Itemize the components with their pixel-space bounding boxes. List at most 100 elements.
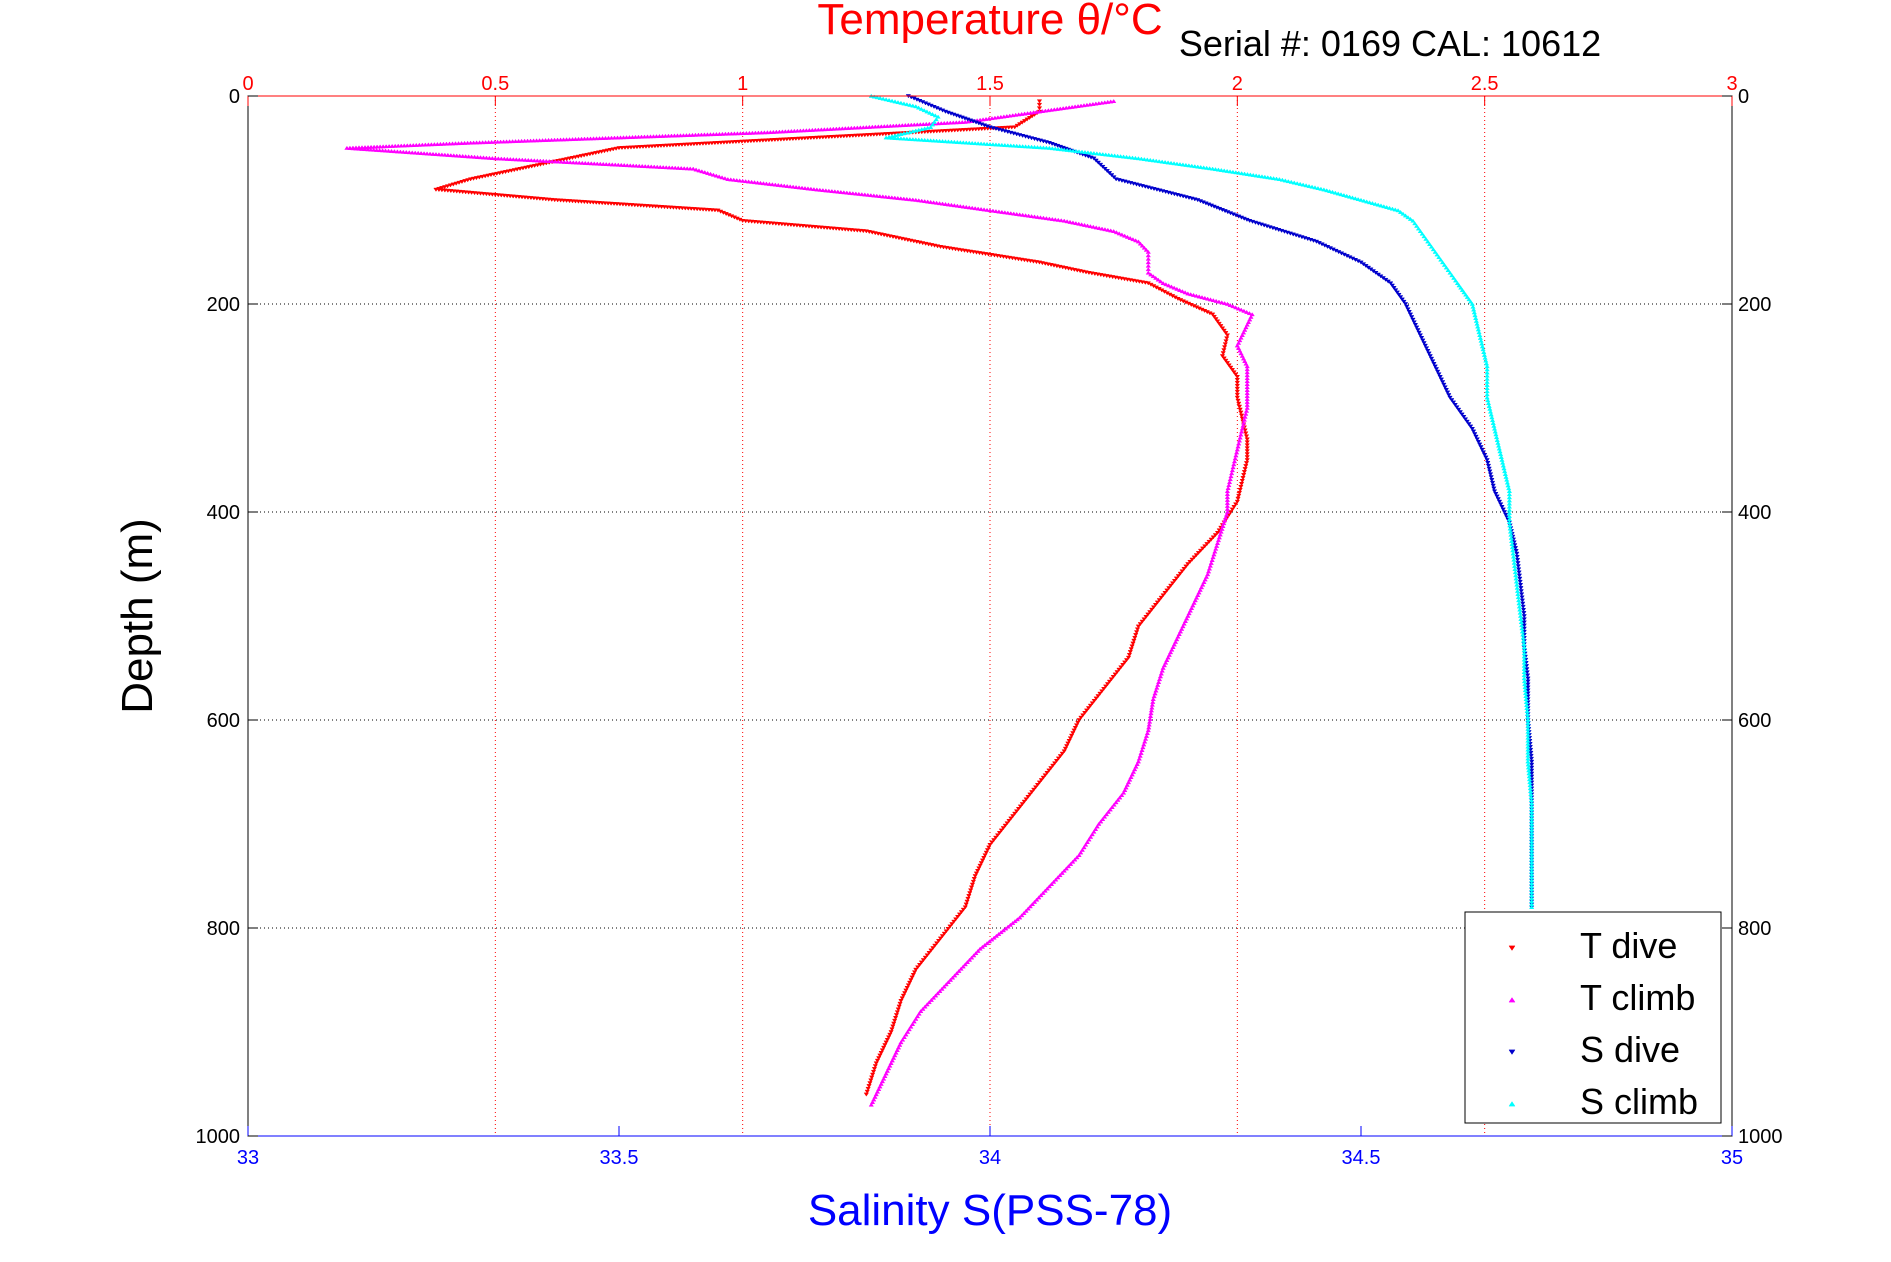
data-point (963, 204, 969, 209)
data-point (1235, 306, 1242, 311)
data-point (672, 165, 678, 170)
data-point (1154, 600, 1161, 605)
data-point (1462, 417, 1469, 422)
data-point (773, 129, 780, 134)
data-point (370, 147, 377, 152)
data-point (933, 138, 940, 143)
data-point (1181, 567, 1187, 572)
data-point (950, 120, 956, 125)
data-point (956, 120, 962, 125)
data-point (1223, 331, 1229, 336)
data-point (1081, 103, 1087, 108)
data-point (1239, 426, 1245, 431)
data-point (1168, 160, 1174, 165)
data-point (853, 191, 859, 196)
data-point (1446, 393, 1452, 398)
data-point (917, 122, 923, 127)
data-point (722, 131, 729, 136)
data-point (635, 134, 642, 139)
data-point (415, 150, 421, 155)
data-point (365, 147, 371, 152)
data-point (1234, 389, 1241, 394)
data-point (1052, 217, 1058, 222)
data-point (927, 138, 934, 143)
data-point (448, 153, 454, 158)
data-point (1520, 607, 1527, 612)
data-point (998, 930, 1004, 935)
data-point (990, 208, 996, 213)
data-point (930, 138, 937, 143)
data-point (984, 848, 991, 853)
data-point (1089, 701, 1096, 706)
data-point (1364, 199, 1370, 204)
data-point (1191, 555, 1197, 560)
data-point (1105, 99, 1111, 104)
data-point (860, 125, 867, 130)
data-point (1081, 845, 1087, 850)
data-point (1107, 807, 1113, 812)
data-point (1070, 731, 1076, 736)
data-point (923, 121, 929, 126)
data-point (657, 164, 663, 169)
data-point (968, 955, 975, 960)
data-point (1265, 175, 1271, 180)
data-point (1449, 398, 1455, 403)
data-point (1143, 615, 1149, 620)
data-point (516, 157, 522, 162)
data-point (898, 131, 904, 136)
data-point (1054, 106, 1060, 111)
data-point (1036, 780, 1043, 785)
data-point (904, 130, 910, 135)
data-point (1241, 417, 1248, 422)
data-point (1234, 375, 1241, 380)
data-point (1156, 159, 1162, 164)
data-point (947, 924, 953, 929)
data-point (1176, 287, 1183, 292)
data-point (1358, 197, 1364, 202)
data-point (461, 140, 468, 145)
series-t-dive (433, 99, 1250, 1097)
data-point (452, 141, 459, 146)
data-point (948, 139, 955, 144)
data-point (1495, 497, 1501, 502)
data-point (1484, 395, 1490, 400)
data-point (941, 984, 947, 989)
data-point (570, 160, 576, 165)
data-point (1171, 579, 1178, 584)
data-point (1227, 302, 1233, 307)
data-point (886, 97, 892, 102)
data-point (654, 164, 660, 169)
data-point (891, 1018, 898, 1023)
data-point (1036, 102, 1043, 107)
data-point (1059, 751, 1065, 756)
data-point (1221, 348, 1227, 353)
data-point (1467, 424, 1474, 429)
data-point (1491, 489, 1498, 494)
data-point (924, 109, 930, 114)
data-point (969, 205, 975, 210)
data-point (1004, 113, 1010, 118)
data-point (1037, 215, 1044, 220)
data-point (979, 944, 986, 949)
data-point (1459, 412, 1465, 417)
data-point (962, 905, 968, 910)
data-point (606, 162, 612, 167)
data-point (937, 936, 944, 941)
data-point (1111, 802, 1117, 807)
data-point (1055, 875, 1061, 880)
series-t-climb (344, 98, 1255, 1107)
data-point (1432, 364, 1438, 369)
data-point (1434, 252, 1440, 257)
data-point (1084, 223, 1091, 228)
data-point (931, 119, 938, 124)
data-point (868, 1102, 874, 1107)
data-point (1101, 687, 1107, 692)
data-point (1407, 312, 1414, 317)
data-point (695, 132, 702, 137)
data-point (1104, 682, 1111, 687)
data-point (1144, 731, 1151, 736)
data-point (476, 140, 483, 145)
data-point (1300, 182, 1306, 187)
data-point (1061, 147, 1067, 152)
data-point (1006, 819, 1012, 824)
